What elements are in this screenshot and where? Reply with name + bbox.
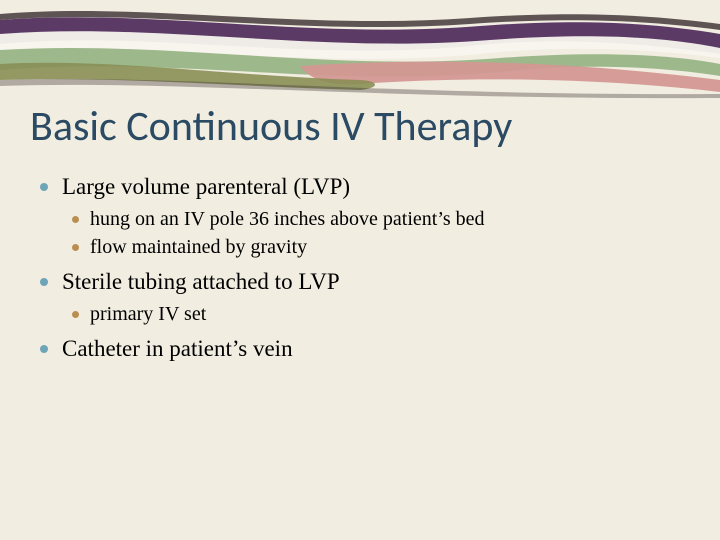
content-area: Basic Continuous IV Therapy Large volume…: [30, 105, 690, 370]
list-item-text: Large volume parenteral (LVP): [62, 174, 350, 199]
slide: Basic Continuous IV Therapy Large volume…: [0, 0, 720, 540]
list-item-text: Catheter in patient’s vein: [62, 336, 293, 361]
bullet-list: Large volume parenteral (LVP) hung on an…: [30, 171, 690, 364]
list-item: primary IV set: [88, 301, 690, 327]
header-wave-decor: [0, 0, 720, 100]
list-item: hung on an IV pole 36 inches above patie…: [88, 206, 690, 232]
sub-bullet-list: primary IV set: [62, 301, 690, 327]
sub-bullet-list: hung on an IV pole 36 inches above patie…: [62, 206, 690, 260]
list-item: Large volume parenteral (LVP) hung on an…: [58, 171, 690, 260]
list-item: Catheter in patient’s vein: [58, 333, 690, 364]
list-item: Sterile tubing attached to LVP primary I…: [58, 266, 690, 327]
list-item-text: primary IV set: [90, 303, 206, 325]
list-item-text: flow maintained by gravity: [90, 236, 307, 258]
list-item: flow maintained by gravity: [88, 234, 690, 260]
slide-title: Basic Continuous IV Therapy: [30, 105, 690, 149]
list-item-text: hung on an IV pole 36 inches above patie…: [90, 208, 485, 230]
list-item-text: Sterile tubing attached to LVP: [62, 269, 340, 294]
